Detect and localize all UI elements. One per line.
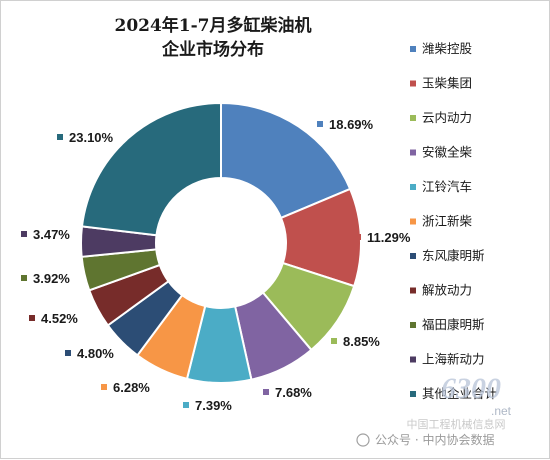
data-label-6: 6.28% (113, 380, 150, 395)
data-label-marker-10 (21, 231, 27, 237)
data-label-10: 3.47% (33, 227, 70, 242)
legend-label-7: 东风康明斯 (422, 248, 485, 263)
data-labels: 18.69% 11.29% 8.85% 7.68% 7.39% 6.28% 4.80% 4.5… (21, 117, 411, 413)
legend: 潍柴控股玉柴集团云内动力安徽全柴江铃汽车浙江新柴东风康明斯解放动力福田康明斯上海… (410, 41, 497, 401)
data-label-8: 4.52% (41, 311, 78, 326)
watermark-logo: 6300 (441, 372, 501, 405)
data-label-marker-11 (57, 134, 63, 140)
data-label-marker-3 (331, 338, 337, 344)
legend-label-1: 潍柴控股 (422, 41, 473, 56)
watermark-site-name: 中国工程机械信息网 (407, 417, 506, 431)
legend-label-6: 浙江新柴 (422, 214, 473, 229)
donut-slices (80, 101, 362, 384)
legend-label-9: 福田康明斯 (422, 317, 485, 332)
data-label-3: 8.85% (343, 334, 380, 349)
legend-label-5: 江铃汽车 (422, 179, 472, 194)
chart-title-line-1: 2024年1-7月多缸柴油机 (114, 15, 311, 36)
data-label-7: 4.80% (77, 346, 114, 361)
donut-slice-11 (80, 101, 222, 237)
data-label-marker-7 (65, 350, 71, 356)
data-label-marker-5 (183, 402, 189, 408)
legend-swatch-6 (410, 218, 416, 225)
legend-swatch-9 (410, 322, 416, 328)
legend-swatch-7 (410, 253, 416, 259)
legend-swatch-2 (410, 80, 416, 87)
data-label-11: 23.10% (69, 130, 114, 145)
chart-title-line-2: 企业市场分布 (161, 39, 264, 60)
data-label-marker-2 (355, 234, 361, 240)
legend-swatch-3 (410, 115, 416, 121)
data-label-marker-6 (101, 384, 107, 390)
watermark: 6300 .net 中国工程机械信息网 公众号 · 中内协会数据 (356, 372, 512, 447)
legend-label-8: 解放动力 (422, 283, 472, 298)
data-label-marker-8 (29, 315, 35, 321)
watermark-account: 公众号 · 中内协会数据 (375, 432, 494, 447)
legend-label-4: 安徽全柴 (422, 145, 473, 160)
wechat-icon (356, 433, 370, 447)
data-label-5: 7.39% (195, 398, 232, 413)
legend-swatch-11 (410, 391, 416, 397)
legend-swatch-1 (410, 46, 416, 52)
data-label-marker-9 (21, 275, 27, 281)
legend-swatch-5 (410, 184, 416, 190)
legend-label-2: 玉柴集团 (422, 76, 472, 91)
donut-slice-1 (220, 101, 352, 220)
data-label-9: 3.92% (33, 271, 70, 286)
data-label-2: 11.29% (367, 230, 411, 245)
legend-label-11: 其他企业合计 (422, 386, 497, 401)
legend-swatch-4 (410, 149, 416, 156)
data-label-4: 7.68% (275, 385, 312, 400)
legend-swatch-10 (410, 356, 416, 363)
data-label-marker-1 (317, 121, 323, 127)
legend-swatch-8 (410, 287, 416, 294)
legend-label-3: 云内动力 (422, 110, 472, 125)
watermark-logo-suffix: .net (491, 404, 512, 418)
data-label-1: 18.69% (329, 117, 374, 132)
legend-label-10: 上海新动力 (422, 352, 485, 367)
data-label-marker-4 (263, 389, 269, 395)
